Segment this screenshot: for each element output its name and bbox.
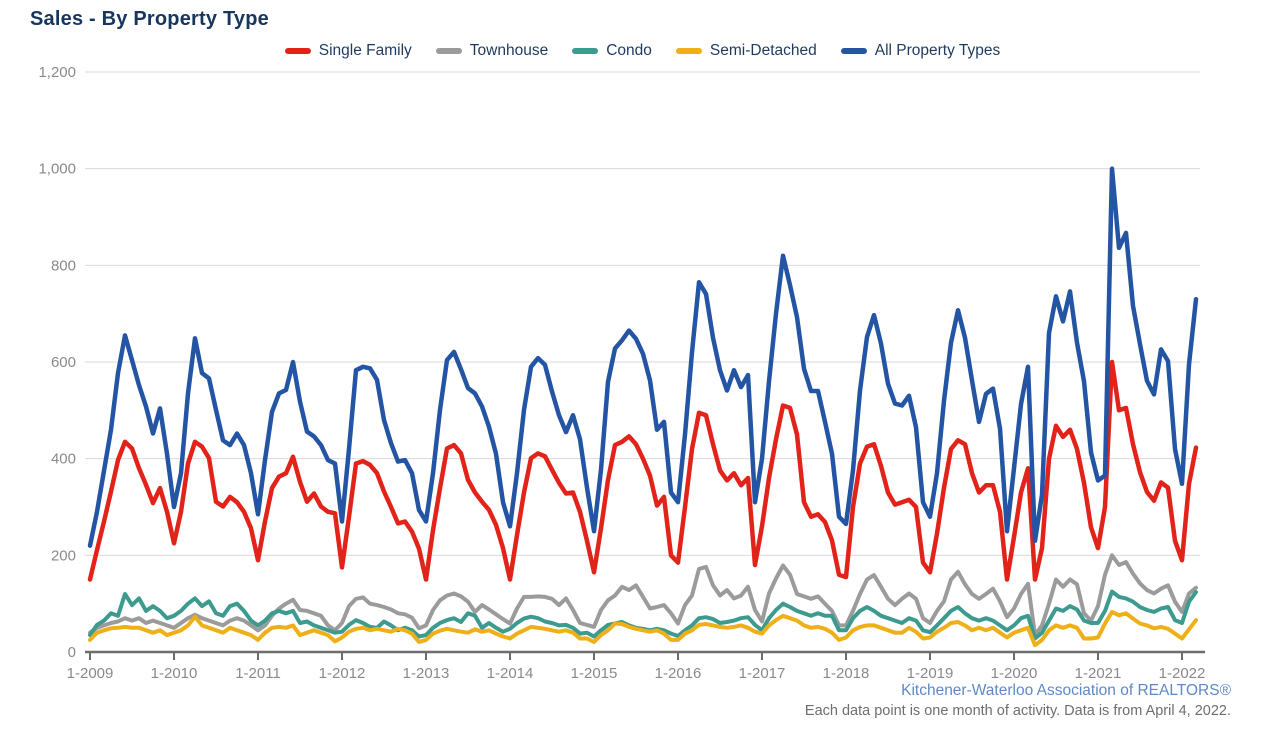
y-axis-label-400: 400 (51, 451, 76, 468)
x-axis-label-1-2021: 1-2021 (1075, 665, 1122, 682)
y-axis-label-600: 600 (51, 354, 76, 371)
series-line-all-property-types (87, 166, 1199, 548)
x-axis-label-1-2022: 1-2022 (1159, 665, 1206, 682)
x-axis-label-1-2011: 1-2011 (235, 665, 281, 682)
chart-legend: Single Family Townhouse Condo Semi-Detached… (85, 40, 1200, 62)
x-axis-label-1-2015: 1-2015 (571, 665, 618, 682)
x-axis-label-1-2013: 1-2013 (403, 665, 450, 682)
y-axis-label-0: 0 (68, 644, 76, 661)
legend-label: Single Family (318, 42, 412, 59)
legend-swatch-single-family (284, 48, 311, 54)
legend-swatch-condo (572, 48, 599, 54)
x-axis-label-1-2014: 1-2014 (487, 665, 534, 682)
x-axis-label-1-2017: 1-2017 (739, 665, 786, 682)
x-axis-label-1-2009: 1-2009 (67, 665, 114, 682)
x-axis-label-1-2016: 1-2016 (655, 665, 702, 682)
legend-swatch-all-property-types (840, 48, 867, 54)
attribution-source: Kitchener-Waterloo Association of REALTO… (901, 682, 1231, 699)
legend-label: Semi-Detached (709, 42, 817, 59)
chart-title: Sales - By Property Type (30, 8, 269, 30)
y-axis-label-1200: 1,200 (38, 64, 76, 81)
legend-item-townhouse[interactable]: Townhouse (435, 42, 549, 60)
legend-swatch-semi-detached (675, 48, 702, 54)
x-axis-label-1-2018: 1-2018 (823, 665, 870, 682)
x-axis-label-1-2012: 1-2012 (319, 665, 366, 682)
series-line-single-family (87, 359, 1199, 582)
x-axis-label-1-2020: 1-2020 (991, 665, 1038, 682)
series-line-semi-detached (88, 609, 1198, 648)
legend-label: Condo (606, 42, 652, 59)
legend-swatch-townhouse (435, 48, 462, 54)
legend-item-semi-detached[interactable]: Semi-Detached (675, 42, 817, 60)
legend-label: All Property Types (874, 42, 1001, 59)
x-axis-label-1-2010: 1-2010 (151, 665, 198, 682)
y-axis-label-1000: 1,000 (38, 161, 76, 178)
y-axis-label-200: 200 (51, 547, 76, 564)
attribution-note: Each data point is one month of activity… (804, 703, 1231, 719)
legend-item-all-property-types[interactable]: All Property Types (840, 42, 1001, 60)
y-axis-label-800: 800 (51, 257, 76, 274)
legend-label: Townhouse (469, 42, 549, 59)
legend-item-single-family[interactable]: Single Family (284, 42, 412, 60)
x-axis-label-1-2019: 1-2019 (907, 665, 954, 682)
legend-item-condo[interactable]: Condo (572, 42, 652, 60)
attribution: Kitchener-Waterloo Association of REALTO… (805, 681, 1231, 722)
